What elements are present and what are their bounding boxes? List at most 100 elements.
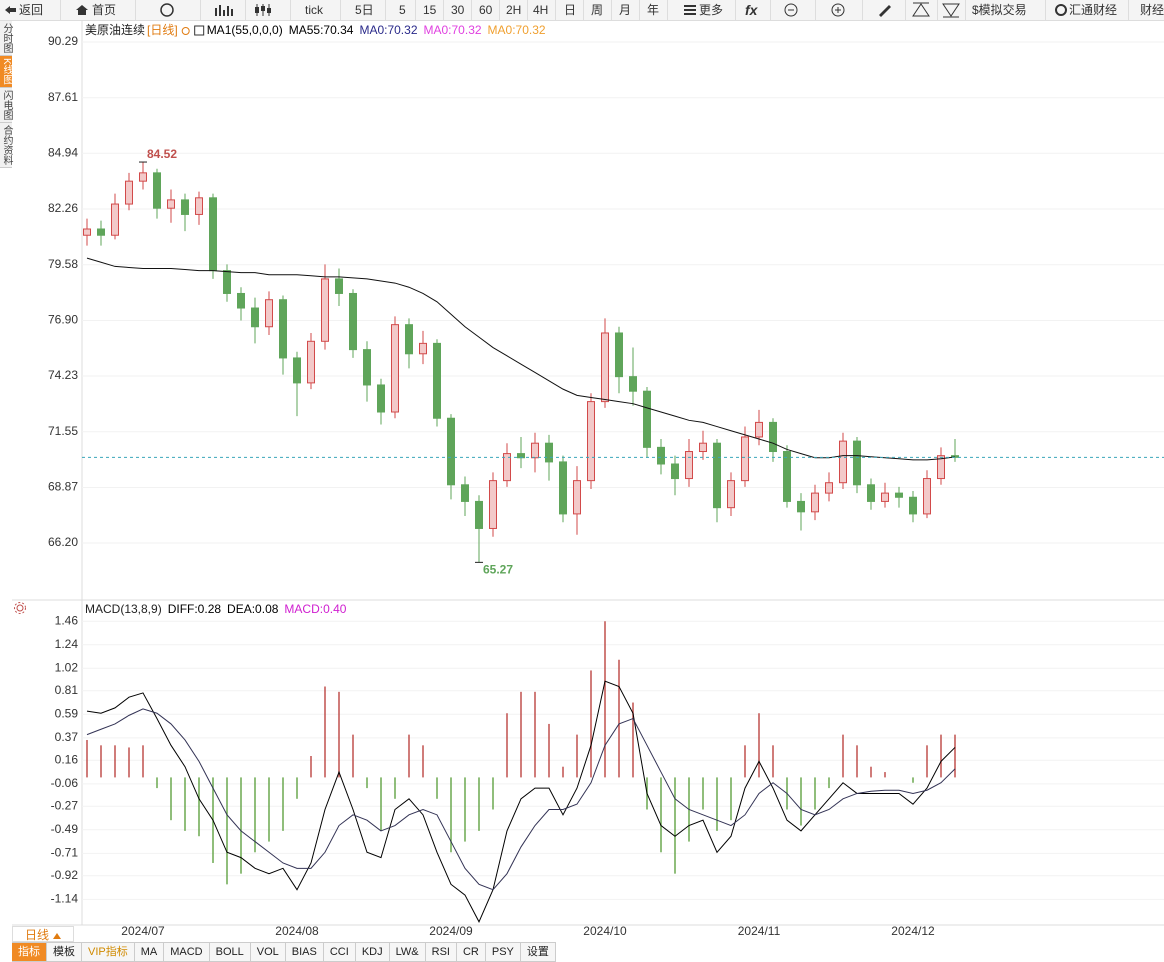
fx-button[interactable]: fx xyxy=(745,2,758,18)
y-tick-label: 90.29 xyxy=(48,34,78,48)
indicator-tab[interactable]: LW& xyxy=(389,942,426,962)
finance-button[interactable]: 财经 xyxy=(1140,3,1164,17)
indicator-tab[interactable]: 模板 xyxy=(47,942,82,962)
indicator-tab[interactable]: CR xyxy=(456,942,486,962)
side-tab[interactable]: K线图 xyxy=(0,56,12,88)
candle-body xyxy=(671,463,679,480)
indicator-tab[interactable]: CCI xyxy=(323,942,356,962)
candle-body xyxy=(335,278,343,294)
separator xyxy=(415,0,416,20)
indicator-tab[interactable]: 设置 xyxy=(520,942,556,962)
separator xyxy=(499,0,500,20)
candle-body xyxy=(755,421,763,438)
home-button[interactable]: 首页 xyxy=(92,3,117,17)
candle-body xyxy=(153,172,161,209)
separator xyxy=(611,0,612,20)
y-tick-label: 79.58 xyxy=(48,257,78,271)
tri-down-icon xyxy=(942,3,960,18)
candle-body xyxy=(405,324,413,355)
more-button[interactable]: 更多 xyxy=(699,3,724,17)
period-tab[interactable]: 日线 xyxy=(12,926,74,942)
candle-body xyxy=(489,480,497,529)
fx678-button[interactable]: 汇通财经 xyxy=(1069,3,1118,17)
candle-body xyxy=(363,349,371,386)
separator xyxy=(667,0,668,20)
candle-body xyxy=(727,480,735,509)
separator xyxy=(905,0,906,20)
y-tick-label: 71.55 xyxy=(48,424,78,438)
y-tick-label: 76.90 xyxy=(48,313,78,327)
candle-body xyxy=(783,451,791,502)
separator xyxy=(471,0,472,20)
separator xyxy=(735,0,736,20)
candle-body xyxy=(573,480,581,515)
separator xyxy=(965,0,966,20)
period-button[interactable]: 年 xyxy=(647,3,660,17)
dea-line xyxy=(86,708,956,891)
period-button[interactable]: tick xyxy=(305,3,323,17)
period-button[interactable]: 日 xyxy=(564,3,577,17)
separator xyxy=(862,0,863,20)
sim-trade-button[interactable]: $模拟交易 xyxy=(972,3,1027,17)
y-tick-label: 74.23 xyxy=(48,368,78,382)
y-tick-label: 0.59 xyxy=(55,706,79,720)
period-button[interactable]: 5 xyxy=(399,3,406,17)
candle-body xyxy=(531,442,539,459)
settings-icon-ring xyxy=(14,602,26,614)
side-tab[interactable]: 闪电图 xyxy=(0,87,12,123)
period-button[interactable]: 周 xyxy=(591,3,604,17)
candle-body xyxy=(461,484,469,502)
indicator-tab[interactable]: MA xyxy=(134,942,165,962)
indicator-tab[interactable]: VIP指标 xyxy=(82,942,135,962)
candle-body xyxy=(909,496,917,515)
separator xyxy=(583,0,584,20)
indicator-tab[interactable]: MACD xyxy=(164,942,210,962)
period-button[interactable]: 2H xyxy=(506,3,522,17)
toolbar-icons xyxy=(5,2,1067,18)
x-tick-label: 2024/12 xyxy=(891,924,935,938)
separator xyxy=(245,0,246,20)
candle-body xyxy=(685,451,693,480)
candle-body xyxy=(321,278,329,342)
indicator-tab[interactable]: 指标 xyxy=(12,942,47,962)
indicator-tab[interactable]: PSY xyxy=(485,942,521,962)
indicator-tab[interactable]: BOLL xyxy=(209,942,251,962)
period-button[interactable]: 30 xyxy=(451,3,465,17)
indicator-tab[interactable]: BIAS xyxy=(285,942,324,962)
indicator-tab[interactable]: RSI xyxy=(425,942,457,962)
high-annotation: 84.52 xyxy=(147,147,177,161)
candle-body xyxy=(629,376,637,392)
separator xyxy=(527,0,528,20)
period-button[interactable]: 4H xyxy=(533,3,549,17)
y-tick-label: 1.46 xyxy=(55,613,79,627)
candle-body xyxy=(83,228,91,236)
period-tab-label[interactable]: 日线 xyxy=(25,928,50,942)
chart-title: MACD(13,8,9) xyxy=(85,602,162,616)
home-icon xyxy=(76,5,88,15)
candle-body xyxy=(867,484,875,502)
separator xyxy=(443,0,444,20)
candle-body xyxy=(111,203,119,236)
y-tick-label: 1.02 xyxy=(55,660,79,674)
period-button[interactable]: 60 xyxy=(479,3,493,17)
candle-body xyxy=(699,442,707,453)
period-button[interactable]: 月 xyxy=(619,3,632,17)
indicator-tab[interactable]: VOL xyxy=(250,942,286,962)
period-button[interactable]: 15 xyxy=(423,3,437,17)
side-tab[interactable]: 合约资料 xyxy=(0,122,12,168)
candle-body xyxy=(139,172,147,182)
up-triangle xyxy=(53,932,62,939)
separator xyxy=(1045,0,1046,20)
separator xyxy=(937,0,938,20)
settings-icon-core xyxy=(16,604,24,612)
indicator-tab[interactable]: KDJ xyxy=(355,942,390,962)
side-tabs: 分时图 K线图 闪电图 合约资料 xyxy=(0,21,12,168)
back-button[interactable]: 返回 xyxy=(19,3,44,17)
side-tab[interactable]: 分时图 xyxy=(0,21,12,56)
candle-body xyxy=(433,342,441,419)
period-label: [日线] xyxy=(147,23,178,37)
period-button[interactable]: 5日 xyxy=(355,3,374,17)
candle-body xyxy=(713,442,721,509)
separator xyxy=(555,0,556,20)
candle-body xyxy=(293,357,301,384)
